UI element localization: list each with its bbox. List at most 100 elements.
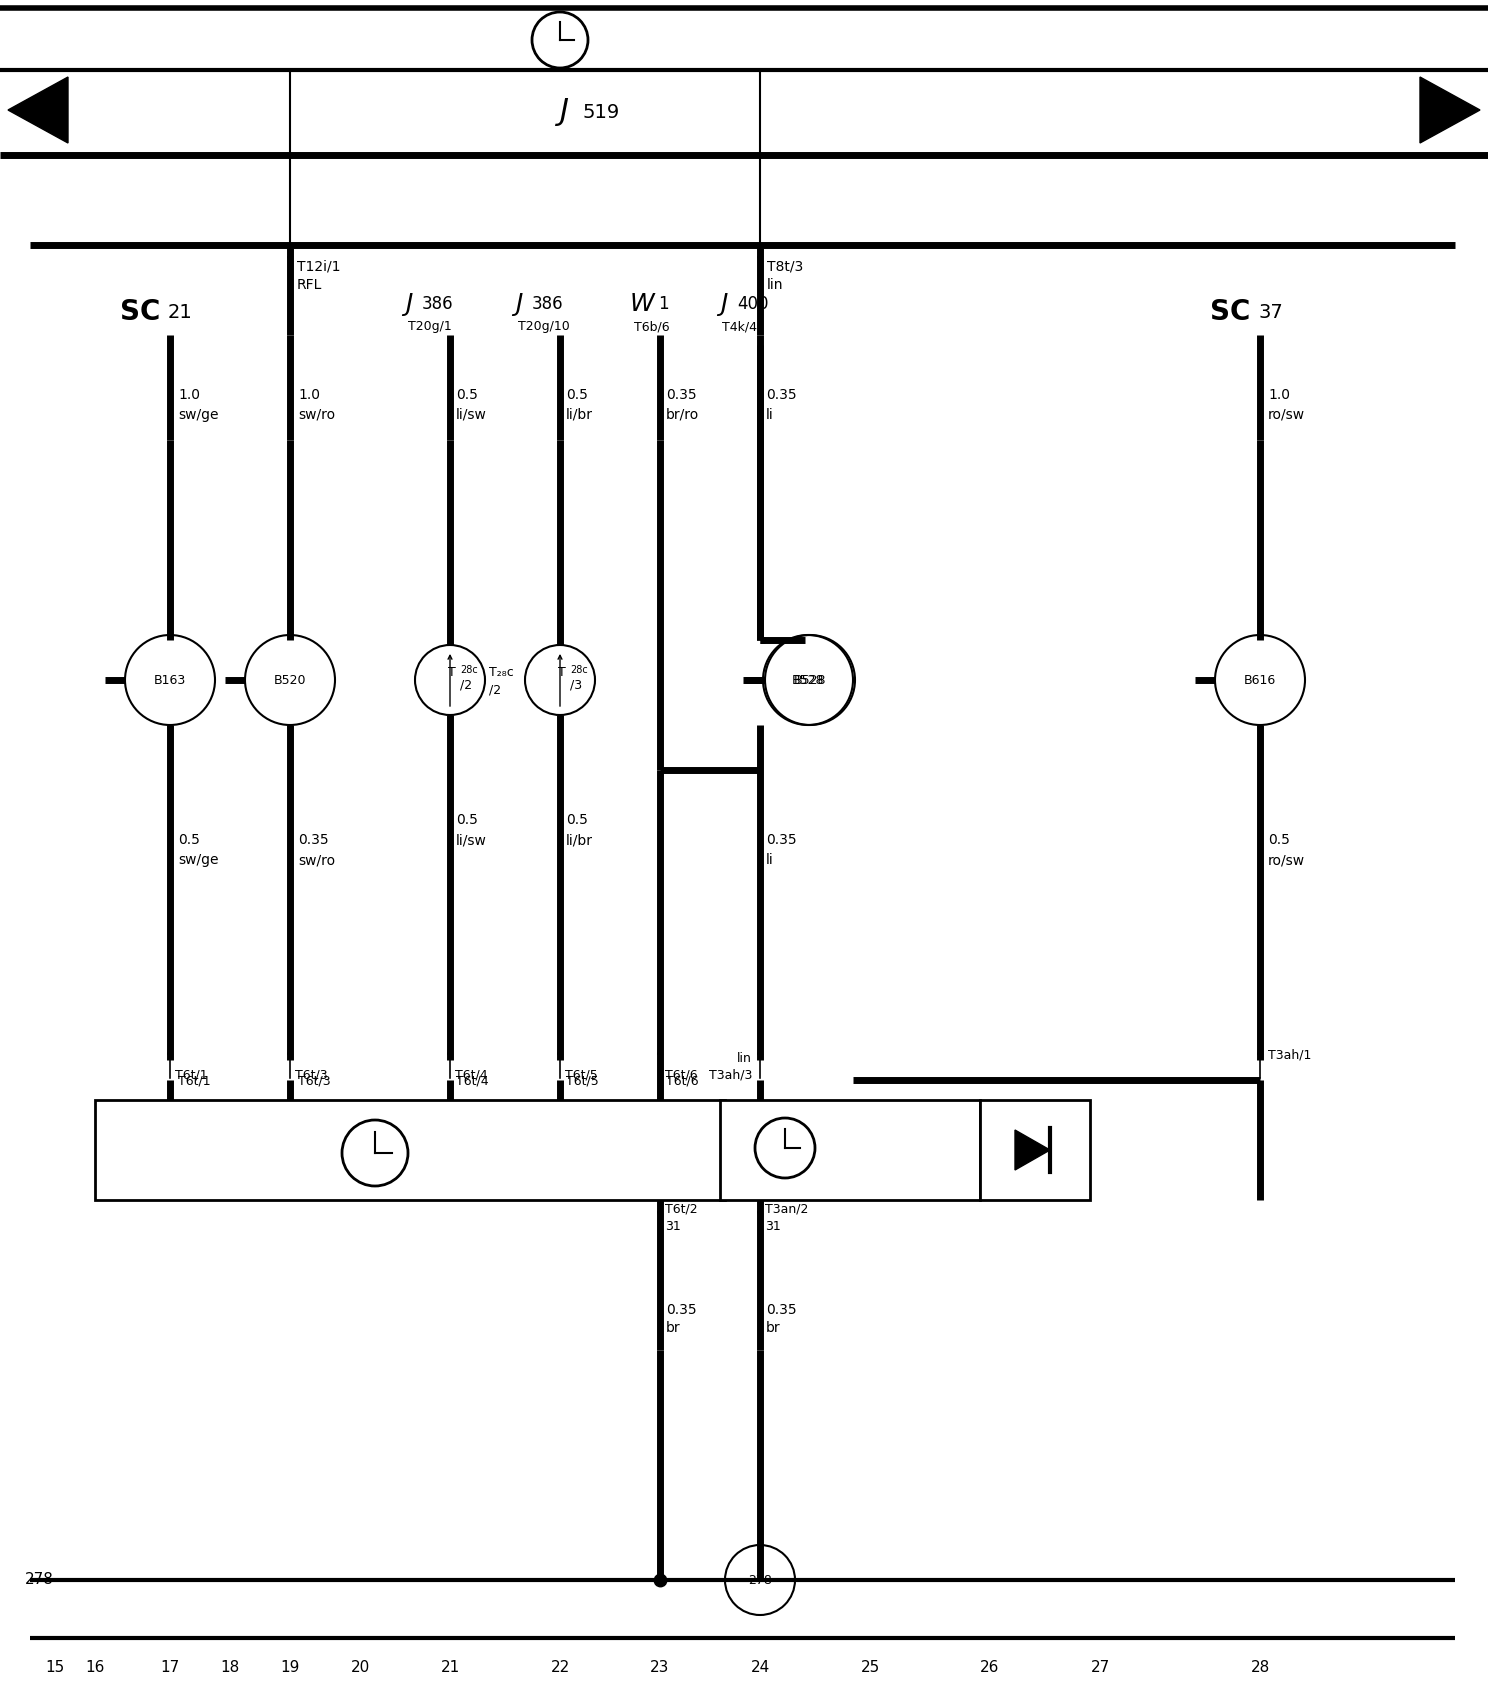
Text: 519: 519: [582, 103, 619, 121]
Text: li/br: li/br: [565, 833, 594, 846]
Text: 278: 278: [748, 1573, 772, 1587]
Text: T6t/2: T6t/2: [665, 1204, 698, 1216]
Text: T6t/6: T6t/6: [667, 1076, 699, 1087]
Text: 22: 22: [551, 1661, 570, 1676]
Text: B520: B520: [274, 673, 307, 686]
Text: T6t/5: T6t/5: [565, 1076, 598, 1087]
Text: br: br: [766, 1322, 781, 1335]
Text: 27: 27: [1091, 1661, 1110, 1676]
Text: 37: 37: [1257, 302, 1283, 322]
Text: RFL: RFL: [298, 278, 323, 292]
Text: 31: 31: [765, 1221, 781, 1232]
Text: J: J: [720, 292, 728, 315]
Text: 19: 19: [280, 1661, 299, 1676]
Text: 0.35: 0.35: [298, 833, 329, 846]
Text: 0.5: 0.5: [565, 388, 588, 401]
Text: T6t/4: T6t/4: [455, 1069, 488, 1082]
Text: T4k/4: T4k/4: [722, 320, 757, 334]
Text: 1.0: 1.0: [298, 388, 320, 401]
Text: /2: /2: [490, 683, 501, 696]
Text: T6t/3: T6t/3: [295, 1069, 327, 1082]
Text: T: T: [558, 666, 565, 679]
Text: 28c: 28c: [570, 664, 588, 674]
Text: Y: Y: [280, 1138, 299, 1167]
Text: T3an/2: T3an/2: [765, 1204, 808, 1216]
Text: 17: 17: [161, 1661, 180, 1676]
Text: T6t/4: T6t/4: [455, 1076, 488, 1087]
Text: li/sw: li/sw: [455, 833, 487, 846]
Text: 0.35: 0.35: [667, 1303, 696, 1317]
Text: ro/sw: ro/sw: [1268, 408, 1305, 422]
Text: 23: 23: [650, 1661, 670, 1676]
Text: 0.35: 0.35: [766, 388, 796, 401]
Text: SC: SC: [1210, 298, 1250, 325]
Text: T3ah/3: T3ah/3: [708, 1069, 751, 1081]
Text: lin: lin: [766, 278, 784, 292]
Text: sw/ge: sw/ge: [179, 408, 219, 422]
Text: T3ah/1: T3ah/1: [1268, 1049, 1311, 1062]
Text: 386: 386: [423, 295, 454, 314]
Text: 0.35: 0.35: [766, 1303, 796, 1317]
Text: T: T: [448, 666, 455, 679]
Text: 7: 7: [302, 1143, 314, 1163]
Text: sw/ro: sw/ro: [298, 408, 335, 422]
Text: sw/ge: sw/ge: [179, 853, 219, 867]
Text: T6t/6: T6t/6: [665, 1069, 698, 1082]
Text: B163: B163: [153, 673, 186, 686]
Text: T20g/10: T20g/10: [518, 320, 570, 334]
Text: 20: 20: [350, 1661, 369, 1676]
Text: T20g/1: T20g/1: [408, 320, 452, 334]
Text: sw/ro: sw/ro: [298, 853, 335, 867]
Text: 21: 21: [440, 1661, 460, 1676]
Text: W: W: [629, 292, 655, 315]
Text: li/sw: li/sw: [455, 408, 487, 422]
Text: br/ro: br/ro: [667, 408, 699, 422]
Text: T6b/6: T6b/6: [634, 320, 670, 334]
Bar: [95, 1099, 725, 1200]
Text: 397: 397: [893, 1165, 930, 1185]
Text: 0.5: 0.5: [455, 813, 478, 828]
Text: T8t/3: T8t/3: [766, 260, 804, 275]
Text: 0.5: 0.5: [455, 388, 478, 401]
Text: T6t/3: T6t/3: [298, 1076, 330, 1087]
Text: T6t/1: T6t/1: [179, 1076, 211, 1087]
Text: B528: B528: [793, 673, 826, 686]
Text: 16: 16: [85, 1661, 104, 1676]
Text: /3: /3: [570, 678, 582, 691]
Text: G: G: [870, 1160, 894, 1190]
Text: 0.35: 0.35: [667, 388, 696, 401]
Text: /2: /2: [460, 678, 472, 691]
Text: 386: 386: [533, 295, 564, 314]
Text: 15: 15: [45, 1661, 64, 1676]
Text: li: li: [766, 408, 774, 422]
Text: J: J: [515, 292, 522, 315]
Text: 1.0: 1.0: [1268, 388, 1290, 401]
Text: 1: 1: [658, 295, 668, 314]
Text: li/br: li/br: [565, 408, 594, 422]
Polygon shape: [1015, 1130, 1051, 1170]
Polygon shape: [1420, 78, 1481, 143]
Text: B616: B616: [1244, 673, 1277, 686]
Text: SC: SC: [121, 298, 161, 325]
Text: T6t/5: T6t/5: [565, 1069, 598, 1082]
Text: 25: 25: [860, 1661, 879, 1676]
Text: 278: 278: [25, 1573, 54, 1588]
Text: T₂₈c: T₂₈c: [490, 666, 513, 678]
Text: 21: 21: [168, 302, 193, 322]
Text: B528: B528: [792, 673, 824, 686]
Text: 1.0: 1.0: [179, 388, 199, 401]
Text: 0.5: 0.5: [1268, 833, 1290, 846]
Text: 31: 31: [665, 1221, 680, 1232]
Text: li: li: [766, 853, 774, 867]
Text: 0.35: 0.35: [766, 833, 796, 846]
Text: ro/sw: ro/sw: [1268, 853, 1305, 867]
Text: 26: 26: [981, 1661, 1000, 1676]
Text: 0.5: 0.5: [565, 813, 588, 828]
Text: 0.5: 0.5: [179, 833, 199, 846]
Text: J: J: [405, 292, 412, 315]
Bar: [720, 1099, 981, 1200]
Text: 24: 24: [750, 1661, 769, 1676]
Polygon shape: [7, 78, 68, 143]
Text: 28c: 28c: [460, 664, 478, 674]
Text: 18: 18: [220, 1661, 240, 1676]
